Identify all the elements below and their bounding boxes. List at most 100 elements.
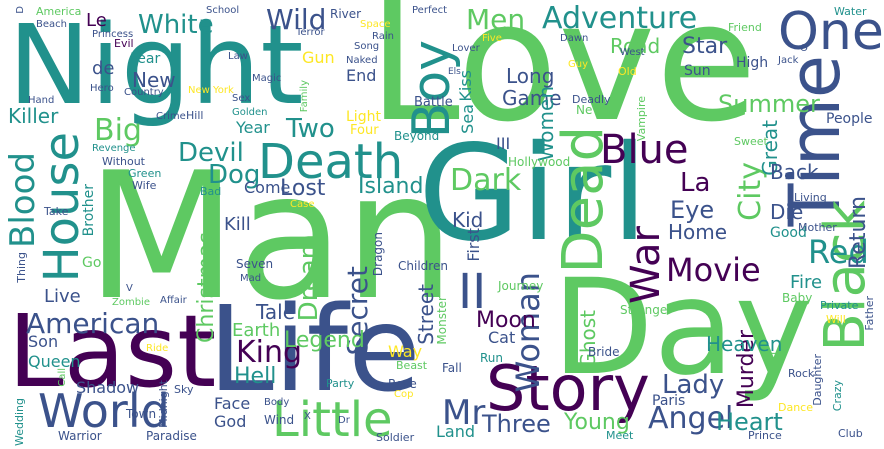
word-mother: Mother [798,221,837,234]
word-golden: Golden [232,107,268,118]
word-perfect: Perfect [412,5,448,16]
word-heaven: Heaven [706,332,783,356]
word-case: Case [290,199,315,210]
word-blue: Blue [600,127,689,173]
word-living: Living [794,191,827,204]
word-die: Die [770,200,804,224]
word-never: Never [576,103,612,117]
word-battle: Battle [414,95,453,110]
word-seven: Seven [236,257,274,271]
word-shadow: Shadow [76,378,140,397]
word-hand: Hand [28,95,55,106]
word-family: Family [299,80,310,113]
word-mr: Mr [442,393,486,433]
word-green: Green [128,167,162,180]
word-iii: III [496,134,511,153]
word-brother: Brother [81,184,97,237]
word-sister: Sister [765,350,779,385]
word-four: Four [350,123,379,138]
word-le: Le [86,10,107,31]
word-law: Law [228,51,248,62]
word-soldier: Soldier [376,431,415,444]
word-tale: Tale [256,300,296,324]
word-love: Love [368,0,758,158]
word-club: Club [838,427,863,440]
word-wedding: Wedding [13,398,26,446]
word-big: Big [94,113,142,148]
word-death: Death [258,134,404,190]
word-lover: Lover [452,43,480,54]
word-face: Face [214,394,251,413]
word-new-york: New York [188,85,234,96]
word-magic: Magic [252,73,282,84]
word-x: X [304,411,311,422]
word-blood: Blood [3,152,43,248]
word-will: Will [826,313,846,326]
word-beach: Beach [36,19,67,30]
word-space: Space [360,19,391,30]
word-women: Women [534,86,558,162]
word-wife: Wife [132,179,157,192]
word-earth: Earth [232,320,281,341]
word-bride: Bride [588,345,620,359]
word-sun: Sun [684,63,711,79]
word-year: Year [236,118,270,137]
word-beast: Beast [396,359,428,372]
word-heart: Heart [716,408,783,436]
word-story: Story [486,352,650,425]
word-cop: Cop [394,389,414,400]
word-angel: Angel [648,401,734,436]
word-christmas: Christmas [194,232,219,343]
word-men: Men [466,3,526,36]
word-hill: Hill [186,109,204,122]
word-movie: Movie [666,251,761,289]
word-island: Island [358,174,424,199]
word-crime: Crime [156,111,186,122]
word-dragon: Dragon [371,232,385,277]
word-two: Two [286,114,335,144]
word-body: Body [264,397,290,408]
word-bad: Bad [200,185,222,198]
word-come: Come [244,178,291,197]
word-evil: Evil [114,37,134,50]
word-thing: Thing [15,252,28,283]
word-young: Young [564,410,630,435]
word-american: American [26,307,160,340]
word-friend: Friend [728,21,762,34]
word-dream: Dream [294,234,324,322]
word-els: Els [448,67,461,77]
word-home: Home [668,220,728,244]
word-lost: Lost [280,176,326,201]
word-back: Back [770,160,819,184]
word-star: Star [682,34,728,59]
word-fall: Fall [442,361,462,375]
word-one: One [778,2,884,62]
word-sweet: Sweet [734,135,768,148]
word-princess: Princess [92,29,134,40]
word-gun: Gun [302,48,335,67]
word-stranger: Stranger [620,303,673,317]
word-ride: Ride [146,343,169,354]
word-beyond: Beyond [394,129,440,143]
word-hero: Hero [90,83,114,94]
word-white: White [138,10,214,40]
word-new: New [132,68,176,92]
word-sky: Sky [174,383,194,396]
word-prince: Prince [748,429,782,442]
word-return: Return [846,196,871,270]
word-devil: Devil [178,138,244,168]
word-cat: Cat [488,328,516,347]
word-dog: Dog [208,160,261,190]
word-naked: Naked [346,55,378,66]
word-dance: Dance [778,401,813,414]
word-jack: Jack [778,55,799,66]
word-private: Private [820,299,859,312]
word-call: Call [57,368,68,387]
word-country: Country [124,87,164,98]
word-midnight: Midnight [157,380,170,428]
word-paradise: Paradise [146,429,197,443]
word-west: West [620,47,645,58]
word-little: Little [272,392,393,448]
word-street: Street [414,284,438,345]
word-world: World [38,384,170,438]
